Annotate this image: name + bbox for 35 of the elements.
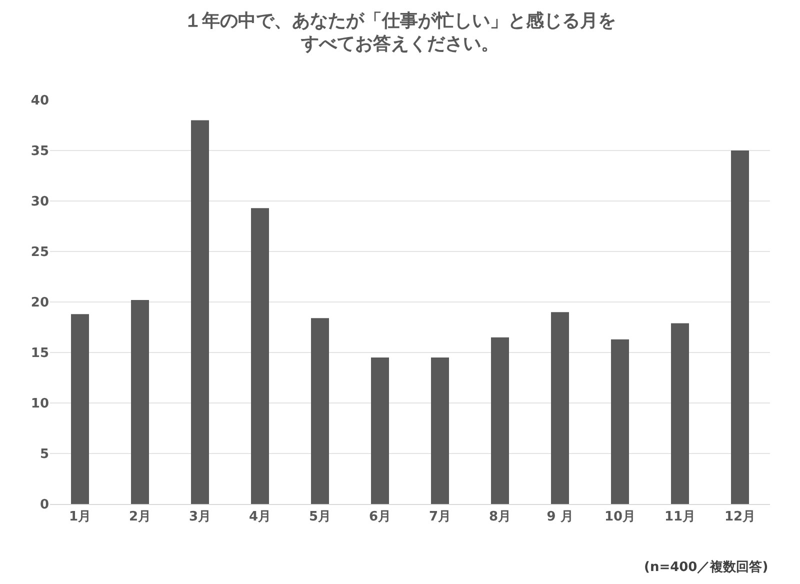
bar (251, 208, 269, 504)
y-tick-label: 10 (30, 396, 49, 412)
bar (731, 150, 749, 504)
y-tick-label: 35 (30, 144, 49, 160)
y-tick-label: 20 (30, 296, 49, 311)
x-tick-label: 6月 (368, 510, 392, 525)
y-tick-label: 40 (30, 94, 49, 109)
x-tick-label: 7月 (428, 510, 452, 525)
x-tick-label: 8月 (488, 510, 512, 525)
bar (311, 318, 329, 504)
x-tick-label: 12月 (724, 510, 756, 525)
bar (71, 314, 89, 504)
chart-title: １年の中で、あなたが「仕事が忙しい」と感じる月をすべてお答えください。 (184, 10, 616, 55)
y-tick-label: 25 (30, 245, 49, 260)
bar (671, 323, 689, 504)
x-tick-label: 10月 (604, 510, 636, 525)
text: (n=400／複数回答) (644, 559, 768, 575)
bar (191, 120, 209, 504)
x-tick-label: 3月 (188, 510, 212, 525)
x-tick-label: 5月 (308, 510, 332, 525)
x-tick-label: 11月 (664, 510, 696, 525)
bar (131, 300, 149, 504)
y-tick-label: 30 (30, 194, 49, 210)
bar (551, 312, 569, 504)
x-tick-label: 2月 (128, 510, 152, 525)
x-tick-label: 9 月 (546, 510, 574, 525)
y-tick-label: 5 (40, 447, 49, 462)
x-tick-label: 4月 (248, 510, 272, 525)
y-tick-label: 0 (40, 498, 49, 513)
bar (491, 337, 509, 504)
bar (611, 339, 629, 504)
bar (371, 358, 389, 504)
y-tick-label: 15 (30, 346, 49, 362)
x-tick-label: 1月 (68, 510, 92, 525)
bar (431, 358, 449, 504)
